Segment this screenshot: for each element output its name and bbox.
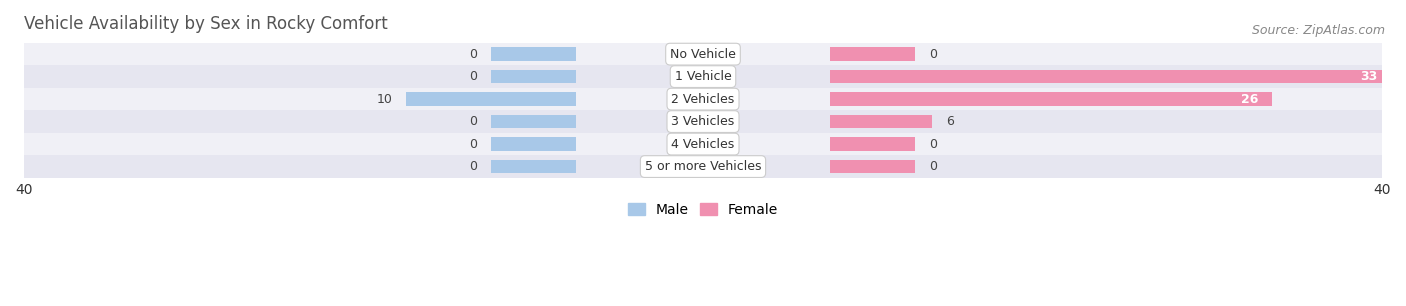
Text: 26: 26 — [1241, 93, 1258, 106]
Bar — [491, 137, 575, 151]
Text: Vehicle Availability by Sex in Rocky Comfort: Vehicle Availability by Sex in Rocky Com… — [24, 15, 388, 33]
Bar — [575, 47, 831, 61]
Bar — [406, 92, 575, 106]
Bar — [703, 160, 915, 173]
Text: 0: 0 — [470, 138, 477, 151]
Text: 33: 33 — [1360, 70, 1376, 83]
Bar — [491, 70, 703, 83]
Bar — [24, 88, 1382, 110]
Text: 0: 0 — [929, 160, 936, 173]
Legend: Male, Female: Male, Female — [623, 197, 783, 222]
Text: 1 Vehicle: 1 Vehicle — [675, 70, 731, 83]
Text: 3 Vehicles: 3 Vehicles — [672, 115, 734, 128]
Bar — [575, 70, 831, 83]
Text: Source: ZipAtlas.com: Source: ZipAtlas.com — [1251, 24, 1385, 37]
Bar — [406, 92, 703, 106]
Bar — [24, 43, 1382, 65]
Bar — [491, 115, 575, 128]
Bar — [703, 47, 915, 61]
Text: 4 Vehicles: 4 Vehicles — [672, 138, 734, 151]
Bar — [491, 70, 575, 83]
Text: 5 or more Vehicles: 5 or more Vehicles — [645, 160, 761, 173]
Text: 0: 0 — [470, 70, 477, 83]
Text: 0: 0 — [470, 48, 477, 61]
Bar — [575, 115, 831, 128]
Bar — [703, 92, 1272, 106]
Bar — [575, 92, 831, 106]
Bar — [491, 137, 703, 151]
Text: 10: 10 — [377, 93, 392, 106]
Bar — [491, 115, 703, 128]
Bar — [575, 137, 831, 151]
Text: 0: 0 — [929, 138, 936, 151]
Bar — [703, 137, 915, 151]
Bar — [24, 65, 1382, 88]
Text: 2 Vehicles: 2 Vehicles — [672, 93, 734, 106]
Bar — [24, 110, 1382, 133]
Bar — [703, 115, 932, 128]
Bar — [491, 47, 575, 61]
Bar — [491, 160, 703, 173]
Text: 0: 0 — [929, 48, 936, 61]
Text: 0: 0 — [470, 160, 477, 173]
Bar — [703, 70, 1391, 83]
Bar — [24, 133, 1382, 155]
Bar — [491, 47, 703, 61]
Text: No Vehicle: No Vehicle — [671, 48, 735, 61]
Bar — [24, 155, 1382, 178]
Bar — [491, 160, 575, 173]
Bar — [575, 160, 831, 173]
Text: 6: 6 — [946, 115, 953, 128]
Text: 0: 0 — [470, 115, 477, 128]
